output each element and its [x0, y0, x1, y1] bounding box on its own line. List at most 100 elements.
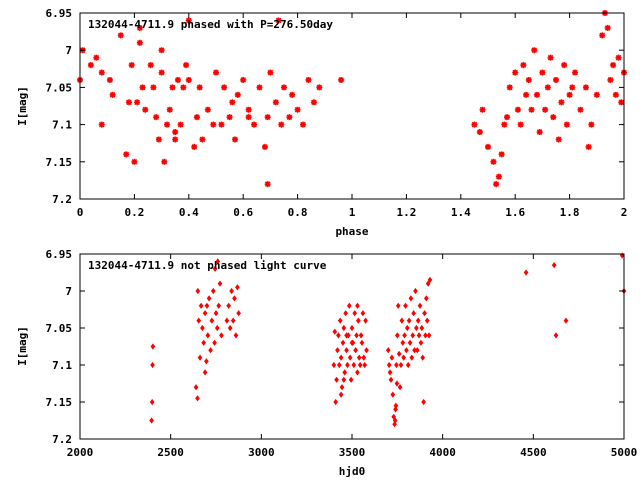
- data-point: [393, 406, 398, 413]
- data-point: [349, 339, 355, 346]
- data-point: [417, 302, 423, 309]
- data-point: [341, 324, 347, 332]
- data-point: [422, 310, 427, 317]
- data-point: [353, 347, 358, 354]
- data-point: [407, 339, 413, 346]
- data-point: [358, 332, 364, 339]
- data-point: [539, 69, 546, 76]
- y-axis-label: I[mag]: [16, 326, 29, 366]
- data-point: [272, 99, 279, 106]
- data-point: [245, 114, 252, 121]
- data-point: [338, 354, 344, 361]
- data-point: [191, 143, 198, 150]
- data-point: [423, 332, 428, 339]
- data-point: [256, 84, 263, 91]
- data-point: [555, 136, 562, 143]
- data-point: [363, 317, 368, 324]
- data-point: [360, 310, 366, 317]
- x-tick-label: 1: [349, 206, 356, 219]
- data-point: [196, 317, 202, 324]
- x-tick-label: 2000: [67, 446, 94, 459]
- data-point: [169, 84, 176, 91]
- y-tick-label: 7.1: [52, 119, 72, 132]
- data-point: [185, 17, 192, 24]
- data-point: [582, 84, 589, 91]
- data-point: [542, 106, 549, 113]
- data-point: [341, 376, 347, 383]
- data-point: [493, 181, 500, 188]
- data-point: [142, 106, 149, 113]
- data-point: [267, 69, 274, 76]
- data-point: [563, 121, 570, 128]
- data-point: [310, 99, 317, 106]
- data-point: [183, 62, 190, 69]
- data-point: [286, 114, 293, 121]
- data-point: [563, 317, 569, 324]
- data-point: [149, 398, 155, 406]
- data-point: [316, 84, 323, 91]
- data-point: [334, 376, 339, 383]
- x-axis-label: phase: [335, 225, 368, 238]
- data-point: [523, 269, 529, 276]
- axis-ticks: 2000 2500 3000 3500 4000 4500 5000 6.95 7 7.05 7.1…: [46, 248, 638, 459]
- y-tick-label: 7.05: [46, 81, 73, 94]
- data-point: [340, 339, 346, 346]
- data-point: [337, 317, 343, 324]
- data-point: [394, 380, 400, 387]
- x-tick-label: 0.6: [233, 206, 253, 219]
- data-point: [504, 114, 511, 121]
- data-point: [332, 328, 338, 335]
- data-point: [335, 347, 340, 354]
- data-point: [172, 136, 179, 143]
- data-point: [240, 76, 247, 83]
- data-point: [197, 354, 203, 361]
- data-point: [338, 391, 344, 398]
- data-point: [351, 361, 357, 369]
- data-point: [396, 350, 402, 357]
- data-point: [212, 265, 218, 272]
- data-point: [210, 121, 217, 128]
- data-point: [471, 121, 478, 128]
- data-point: [149, 417, 154, 424]
- y-tick-label: 7.15: [46, 396, 73, 409]
- data-point: [512, 69, 519, 76]
- data-point: [202, 310, 208, 317]
- data-point: [347, 354, 353, 361]
- data-point: [158, 47, 165, 54]
- data-point: [123, 151, 130, 158]
- data-point: [212, 339, 217, 346]
- data-point: [202, 369, 208, 376]
- data-point: [209, 317, 215, 324]
- data-point: [525, 76, 532, 83]
- data-point: [204, 302, 210, 309]
- phased-light-curve-plot: 0 0.2 0.4 0.6 0.8 1 1.2 1.4 1.6 1.8 2 6.95 7 7.05 7.1 7…: [16, 7, 627, 238]
- data-point: [359, 339, 365, 346]
- data-point: [607, 76, 614, 83]
- data-point: [93, 54, 100, 61]
- data-point: [416, 332, 422, 339]
- data-point: [166, 106, 173, 113]
- data-point: [232, 295, 237, 302]
- data-point: [331, 361, 337, 369]
- data-point: [195, 287, 201, 295]
- data-point: [336, 361, 342, 369]
- data-point: [355, 369, 360, 376]
- data-point: [618, 99, 625, 106]
- data-point: [501, 121, 508, 128]
- data-point: [208, 347, 213, 354]
- chart-title: 132044-4711.9 phased with P=276.50day: [88, 18, 333, 31]
- data-point: [117, 32, 124, 39]
- data-point: [264, 114, 271, 121]
- data-point: [139, 84, 146, 91]
- data-point: [425, 280, 431, 287]
- data-point: [218, 121, 225, 128]
- y-tick-label: 7.05: [46, 322, 73, 335]
- data-point: [196, 84, 203, 91]
- data-point: [561, 62, 568, 69]
- data-point: [232, 136, 239, 143]
- data-point: [229, 99, 236, 106]
- data-point: [415, 317, 421, 324]
- data-point: [289, 91, 296, 98]
- unphased-light-curve-plot: 2000 2500 3000 3500 4000 4500 5000 6.95 7 7.05 7.1…: [16, 248, 637, 478]
- data-point: [342, 369, 348, 376]
